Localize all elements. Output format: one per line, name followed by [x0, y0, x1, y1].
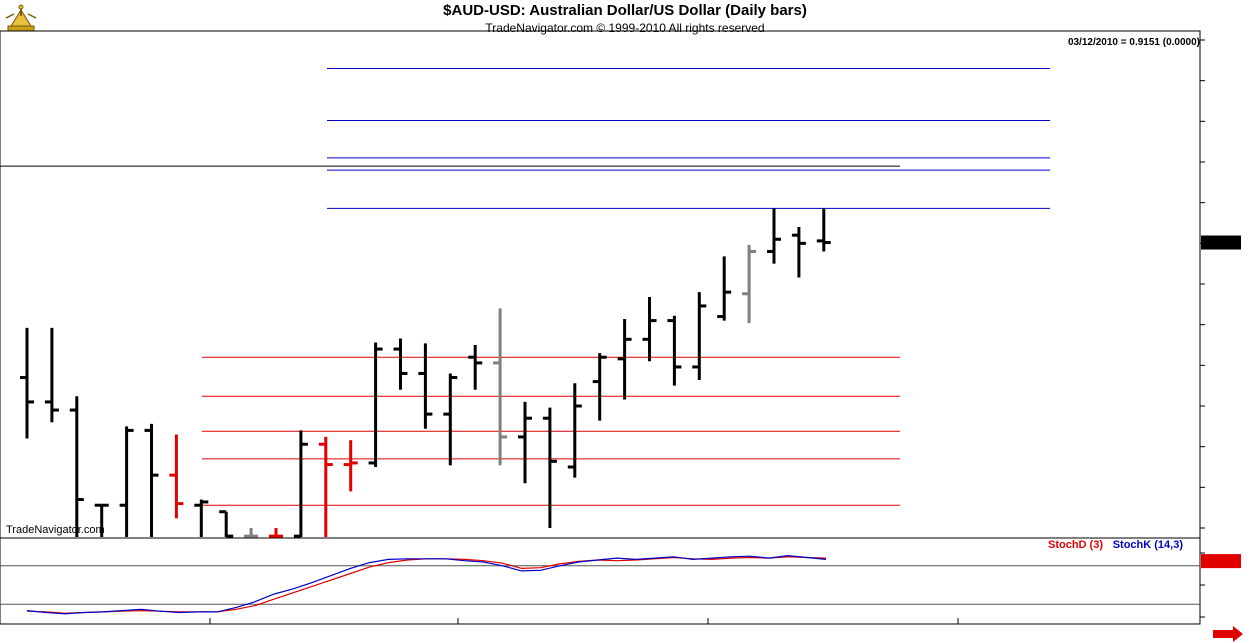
ohlc-bar	[567, 383, 582, 478]
ohlc-bar	[468, 345, 483, 390]
ohlc-bar	[393, 338, 408, 390]
stochk-legend: StochK (14,3)	[1113, 539, 1184, 551]
scroll-right-arrow-icon[interactable]	[1213, 626, 1243, 642]
ohlc-bar	[518, 401, 532, 484]
chart-title: $AUD-USD: Australian Dollar/US Dollar (D…	[443, 2, 807, 19]
trade-navigator-logo-icon	[4, 4, 38, 34]
ohlc-bar	[617, 318, 632, 400]
ohlc-bar	[791, 227, 806, 278]
stoch-last-value-box	[1201, 554, 1241, 569]
ohlc-bar	[443, 373, 458, 466]
ohlc-bar	[194, 499, 209, 537]
ohlc-bar	[269, 528, 283, 538]
stochk-line	[26, 554, 827, 615]
ohlc-bar	[20, 327, 34, 439]
ohlc-bar	[44, 327, 59, 423]
ohlc-bar	[69, 396, 84, 537]
ohlc-bar	[219, 510, 234, 538]
ohlc-bar	[94, 503, 109, 537]
ohlc-bar	[692, 292, 707, 380]
ohlc-bar	[368, 342, 383, 467]
stochd-line	[26, 556, 827, 614]
watermark: TradeNavigator.com	[6, 524, 105, 536]
ohlc-bar	[592, 353, 607, 421]
ohlc-bar	[493, 308, 508, 466]
ohlc-bar	[244, 528, 259, 538]
price-pane-frame	[0, 30, 1201, 539]
ohlc-bar	[119, 426, 134, 537]
ohlc-bar	[343, 440, 358, 492]
ohlc-bar	[318, 436, 333, 537]
ohlc-bar	[816, 208, 831, 252]
ohlc-bar	[293, 430, 308, 538]
ohlc-bar	[542, 407, 557, 528]
ohlc-bar	[418, 343, 433, 429]
ohlc-bar	[742, 244, 757, 324]
last-price-box	[1201, 235, 1241, 250]
ohlc-bar	[642, 297, 657, 362]
ohlc-bar	[169, 434, 184, 519]
stoch-pane-frame	[0, 537, 1201, 625]
ohlc-bar	[667, 315, 682, 386]
ohlc-bar	[717, 256, 732, 321]
last-quote-status: 03/12/2010 = 0.9151 (0.0000)	[1068, 37, 1200, 48]
stochd-legend: StochD (3)	[1048, 539, 1103, 551]
ohlc-bar	[767, 208, 781, 264]
ohlc-bar	[144, 423, 159, 537]
